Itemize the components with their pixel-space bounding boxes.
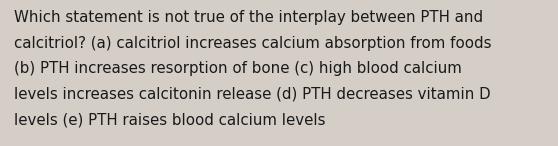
- Text: levels (e) PTH raises blood calcium levels: levels (e) PTH raises blood calcium leve…: [14, 112, 325, 127]
- Text: calcitriol? (a) calcitriol increases calcium absorption from foods: calcitriol? (a) calcitriol increases cal…: [14, 36, 492, 51]
- Text: (b) PTH increases resorption of bone (c) high blood calcium: (b) PTH increases resorption of bone (c)…: [14, 61, 462, 76]
- Text: levels increases calcitonin release (d) PTH decreases vitamin D: levels increases calcitonin release (d) …: [14, 87, 490, 102]
- Text: Which statement is not true of the interplay between PTH and: Which statement is not true of the inter…: [14, 10, 483, 25]
